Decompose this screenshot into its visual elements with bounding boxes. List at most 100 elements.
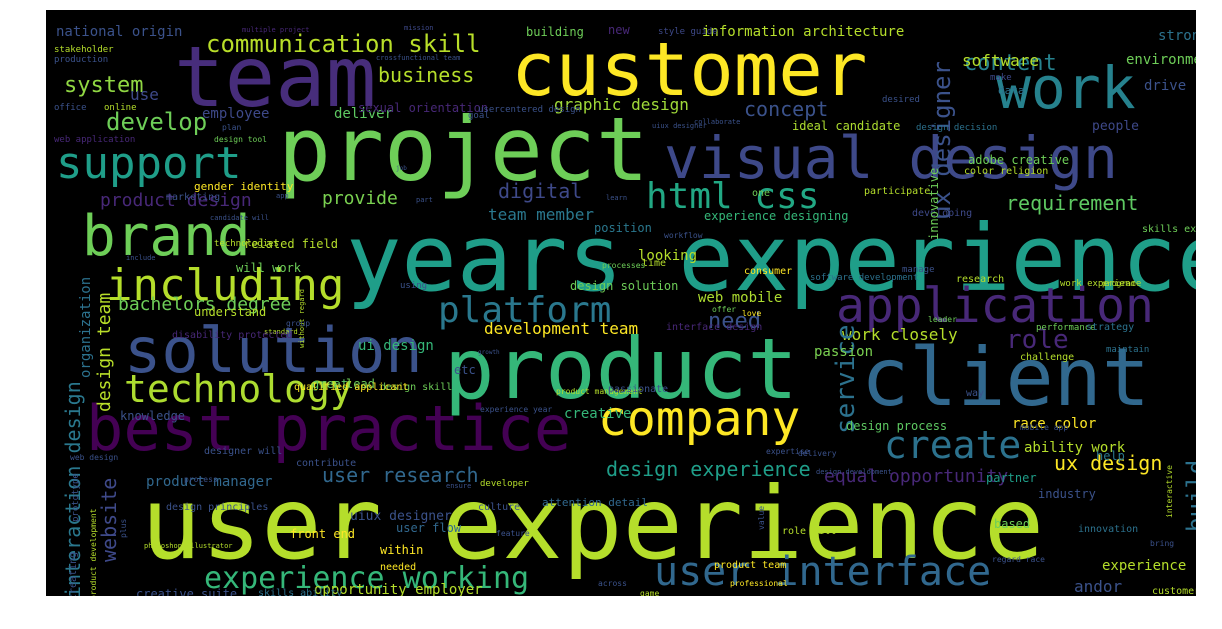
cloud-word-product-development: product development bbox=[89, 508, 98, 596]
cloud-word-plus: plus bbox=[119, 519, 128, 538]
cloud-word-standard: standard bbox=[264, 328, 298, 336]
cloud-word-build: build bbox=[1182, 460, 1196, 532]
cloud-word-multiple-project: multiple project bbox=[242, 26, 309, 34]
cloud-word-strategy: strategy bbox=[1086, 322, 1134, 333]
cloud-word-using: using bbox=[400, 281, 427, 291]
cloud-word-information-architecture: information architecture bbox=[702, 24, 904, 40]
cloud-word-mission: mission bbox=[404, 24, 434, 32]
cloud-word-environment: environment bbox=[1126, 52, 1196, 68]
cloud-word-position: position bbox=[594, 221, 652, 235]
cloud-word-customer: customer bbox=[511, 27, 867, 113]
cloud-word-strong: strong bbox=[1158, 28, 1196, 44]
cloud-word-time: time bbox=[642, 258, 666, 269]
cloud-word-technology: technology bbox=[124, 367, 353, 411]
cloud-word-ux-designer: ux designer bbox=[928, 61, 956, 220]
cloud-word-experience-working: experience working bbox=[204, 561, 529, 596]
cloud-word-value: value bbox=[757, 506, 766, 530]
cloud-word-culture: culture bbox=[478, 502, 520, 513]
cloud-word-manage: manage bbox=[902, 265, 935, 275]
cloud-word-opportunity-employer: opportunity employer bbox=[314, 582, 483, 596]
cloud-word-deliver: deliver bbox=[334, 106, 393, 122]
cloud-word-technologies: technologies bbox=[214, 239, 279, 249]
cloud-word-design-solution: design solution bbox=[570, 279, 678, 293]
cloud-word-looking: looking bbox=[638, 248, 697, 264]
cloud-word-race-color: race color bbox=[1012, 416, 1096, 432]
cloud-word-way: way bbox=[966, 388, 984, 399]
cloud-word-based: based bbox=[994, 517, 1030, 531]
cloud-word-designer-will: designer will bbox=[204, 446, 282, 457]
cloud-word-feature: feature bbox=[496, 529, 530, 538]
cloud-word-collaborate: collaborate bbox=[694, 118, 740, 126]
cloud-word-experience: experience bbox=[1102, 558, 1186, 574]
cloud-word-creating: creating bbox=[68, 552, 79, 596]
cloud-word-graphic-design: graphic design bbox=[554, 95, 689, 114]
cloud-word-web-application: web application bbox=[54, 135, 135, 145]
cloud-word-learn: learn bbox=[606, 194, 627, 202]
cloud-word-organization: organization bbox=[78, 277, 94, 378]
cloud-word-passion: passion bbox=[814, 344, 873, 360]
cloud-word-ability-work: ability work bbox=[1024, 440, 1126, 456]
cloud-word-innovative: innovative bbox=[927, 168, 941, 240]
cloud-word-help: help bbox=[1096, 449, 1125, 463]
cloud-word-employee: employee bbox=[202, 106, 269, 122]
cloud-word-requirement: requirement bbox=[1006, 191, 1138, 215]
cloud-word-desired: desired bbox=[882, 95, 920, 105]
cloud-word-partner: partner bbox=[986, 471, 1037, 485]
cloud-word-stakeholder: stakeholder bbox=[54, 45, 114, 55]
cloud-word-digital: digital bbox=[498, 179, 582, 203]
cloud-word-role-will: role will bbox=[782, 526, 836, 537]
cloud-word-professional: professional bbox=[730, 579, 788, 588]
cloud-word-best-practice: best practice bbox=[86, 392, 571, 465]
cloud-word-gender-identity: gender identity bbox=[194, 180, 294, 193]
cloud-word-create: create bbox=[884, 423, 1021, 467]
cloud-word-design-tool: design tool bbox=[214, 135, 267, 144]
cloud-word-data: data bbox=[998, 84, 1025, 97]
cloud-word-make: make bbox=[990, 73, 1012, 83]
cloud-word-provide: provide bbox=[322, 188, 398, 209]
cloud-word-passionate: passionate bbox=[608, 384, 668, 395]
cloud-word-customer-experience: customer experience bbox=[1152, 586, 1196, 596]
cloud-word-design-process: design process bbox=[846, 419, 947, 433]
cloud-word-content: content bbox=[964, 51, 1057, 76]
cloud-word-process: process bbox=[184, 475, 218, 484]
cloud-word-app: app bbox=[276, 192, 289, 200]
cloud-word-interactive: interactive bbox=[1165, 465, 1174, 518]
cloud-word-performance: performance bbox=[1036, 323, 1096, 333]
cloud-word-design-skill: design skill bbox=[380, 382, 452, 393]
cloud-word-adobe-creative: adobe creative bbox=[968, 153, 1069, 167]
cloud-word-developing: developing bbox=[912, 208, 972, 219]
cloud-word-candidate-will: candidate will bbox=[210, 214, 269, 222]
cloud-word-concept: concept bbox=[744, 97, 828, 121]
cloud-word-love: love bbox=[742, 309, 761, 318]
cloud-word-challenge: challenge bbox=[1020, 352, 1074, 363]
cloud-word-will-work: will work bbox=[236, 261, 302, 275]
cloud-word-user-experience: user experience bbox=[141, 465, 1044, 582]
cloud-word-participate: participate bbox=[864, 186, 930, 197]
cloud-word-processes: processes bbox=[602, 261, 646, 270]
cloud-word-include: include bbox=[126, 254, 156, 262]
cloud-word-communication-skill: communication skill bbox=[206, 30, 481, 58]
cloud-word-ux-design: ux design bbox=[1054, 451, 1162, 475]
cloud-word-great: great bbox=[312, 377, 348, 391]
cloud-word-within: within bbox=[380, 543, 423, 557]
cloud-word-experience-designing: experience designing bbox=[704, 209, 849, 223]
cloud-word-support: support bbox=[56, 138, 241, 189]
cloud-word-team: team bbox=[174, 28, 376, 126]
cloud-word-people: people bbox=[1092, 119, 1139, 134]
cloud-word-need: need bbox=[708, 309, 761, 334]
cloud-word-new: new bbox=[608, 23, 630, 37]
cloud-word-design-principles: design principles bbox=[166, 502, 268, 513]
cloud-word-growth: growth bbox=[478, 349, 500, 356]
cloud-word-user-interface: user interface bbox=[654, 549, 991, 595]
cloud-word-consumer: consumer bbox=[744, 266, 792, 277]
cloud-word-photoshop-illustrator: photoshop illustrator bbox=[144, 542, 233, 550]
cloud-word-years-experience: years experience bbox=[346, 205, 1196, 312]
cloud-word-color-religion: color religion bbox=[964, 166, 1048, 177]
cloud-word-product-management: product management bbox=[556, 387, 643, 396]
cloud-word-innovation: innovation bbox=[1078, 524, 1138, 535]
cloud-word-team-member: team member bbox=[488, 205, 594, 224]
cloud-word-equal-opportunity: equal opportunity bbox=[824, 466, 1008, 487]
cloud-word-company: company bbox=[598, 391, 800, 447]
cloud-word-ensure: ensure bbox=[446, 482, 471, 490]
cloud-word-work-closely: work closely bbox=[842, 325, 958, 344]
